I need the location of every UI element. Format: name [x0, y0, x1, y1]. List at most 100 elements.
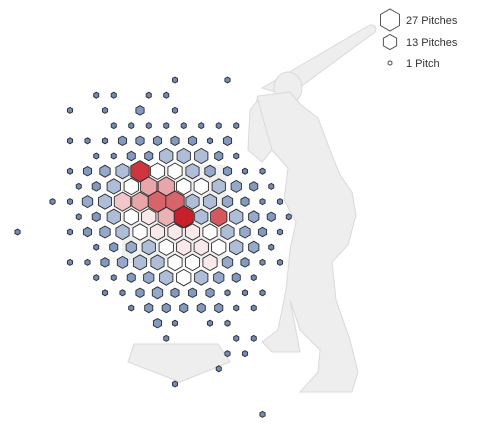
hexbin-cell	[240, 257, 250, 268]
hexbin-cell	[126, 272, 136, 283]
batter-arm	[247, 98, 273, 163]
hexbin-cell	[150, 254, 165, 271]
hexbin-cell	[220, 223, 235, 241]
hexbin-cell	[159, 147, 174, 165]
hexbin-cell	[231, 272, 241, 283]
hexbin-cell	[149, 223, 166, 241]
hexbin-layer	[14, 76, 292, 418]
hexbin-cell	[196, 302, 206, 314]
hexbin-cell	[116, 255, 129, 269]
hexbin-cell	[259, 258, 266, 266]
hexbin-cell	[194, 208, 209, 225]
hexbin-cell	[93, 274, 100, 282]
hexbin-cell	[204, 164, 216, 178]
hexbin-cell	[210, 206, 228, 227]
hexbin-cell	[173, 205, 194, 229]
hexbin-cell	[185, 193, 200, 210]
hexbin-cell	[161, 302, 171, 314]
chart-legend: 27 Pitches 13 Pitches 1 Pitch	[380, 8, 458, 70]
hexbin-cell	[152, 135, 163, 147]
hexbin-cell	[93, 243, 100, 251]
hexbin-cell	[151, 286, 164, 300]
hexbin-cell	[171, 76, 179, 84]
hexbin-cell	[14, 228, 21, 236]
hexbin-cell	[75, 182, 82, 190]
hexbin-cell	[117, 135, 128, 147]
hexbin-cell	[198, 122, 205, 130]
hexbin-cell	[233, 334, 240, 342]
hexbin-cell	[163, 91, 170, 99]
hexbin-cell	[171, 106, 179, 114]
hexbin-cell	[110, 122, 117, 130]
hexbin-cell	[205, 287, 215, 299]
hexbin-cell	[285, 213, 292, 221]
hexbin-cell	[229, 208, 244, 225]
hexbin-cell	[109, 241, 119, 253]
hexbin-cell	[241, 350, 249, 358]
hexbin-cell	[240, 196, 250, 207]
hexbin-cell	[276, 258, 284, 266]
hexbin-cell	[131, 191, 149, 212]
hexbin-cell	[106, 208, 121, 225]
hexbin-cell	[123, 177, 139, 196]
hexbin-cell	[100, 257, 110, 268]
hexbin-cell	[184, 253, 201, 272]
hexbin-cell	[215, 122, 222, 130]
hexbin-cell	[224, 289, 231, 297]
hexbin-cell	[276, 198, 284, 206]
hexbin-cell	[141, 239, 156, 256]
hexbin-cell	[171, 319, 179, 327]
hexbin-cell	[268, 182, 275, 190]
hexbin-cell	[145, 91, 152, 99]
hexbin-cell	[163, 334, 170, 342]
hexbin-cell	[125, 240, 137, 254]
hexbin-cell	[259, 198, 266, 206]
hexbin-cell	[143, 271, 155, 285]
hexbin-cell	[157, 206, 175, 227]
hexbin-cell	[224, 350, 231, 358]
legend-marker-13-pitches	[382, 33, 398, 51]
hexbin-cell	[259, 289, 266, 297]
hexbin-cell	[179, 302, 189, 314]
hexbin-cell	[128, 304, 135, 312]
hexbin-cell	[170, 287, 180, 299]
hexbin-cell	[101, 106, 109, 114]
hexbin-cell	[144, 150, 154, 162]
hexbin-cell	[82, 226, 93, 238]
hexbin-cell	[185, 163, 200, 180]
hexbin-cell	[126, 150, 136, 162]
hexbin-cell	[224, 319, 231, 327]
legend-marker-1-pitch	[387, 60, 393, 66]
legend-marker-27-pitches	[380, 8, 400, 32]
hexbin-cell	[167, 253, 183, 272]
hexbin-cell	[115, 163, 130, 180]
hexbin-cell	[194, 147, 209, 165]
hexbin-cell	[176, 268, 192, 287]
hexbin-cell	[215, 365, 222, 373]
hexbin-cell	[184, 223, 201, 241]
hexbin-cell	[167, 162, 183, 180]
hexbin-cell	[158, 238, 174, 256]
hexbin-cell	[176, 238, 192, 256]
hexbin-cell	[171, 380, 179, 388]
hexbin-cell	[233, 304, 240, 312]
hexbin-cell	[257, 226, 268, 238]
hexbin-cell	[213, 271, 225, 285]
hexbin-cell	[259, 167, 266, 175]
hexbin-cell	[75, 213, 82, 221]
batter-silhouette	[247, 24, 377, 393]
hexbin-cell	[180, 122, 187, 130]
hexbin-cell	[113, 191, 132, 212]
hexbin-cell	[222, 165, 233, 177]
hexbin-cell	[176, 147, 191, 165]
hexbin-cell	[202, 253, 218, 272]
hexbin-cell	[222, 135, 233, 147]
hexbin-cell	[241, 167, 249, 175]
hexbin-cell	[211, 238, 227, 256]
hexbin-cell	[202, 193, 218, 210]
hexbin-cell	[123, 208, 139, 226]
hexbin-cell	[66, 106, 74, 114]
hexbin-cell	[93, 91, 100, 99]
hexbin-cell	[229, 239, 244, 256]
hexbin-cell	[167, 223, 183, 241]
